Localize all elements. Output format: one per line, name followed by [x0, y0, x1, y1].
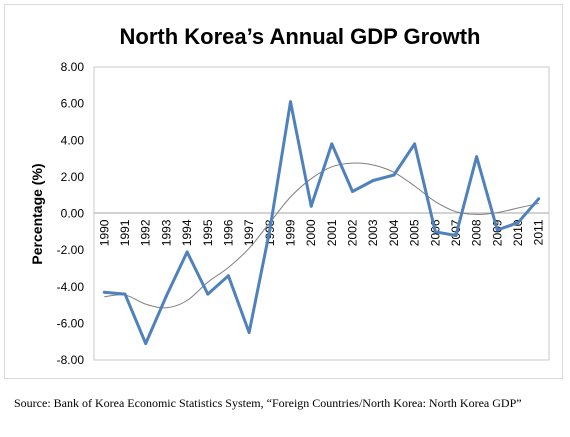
x-tick-label: 1990 — [97, 219, 111, 246]
data-point — [206, 292, 210, 296]
x-tick-labels: 1990 1991 1992 1993 1994 1995 1996 1997 1998 1999… — [97, 219, 545, 246]
data-point — [164, 294, 168, 298]
x-tick-label: 2001 — [325, 219, 339, 246]
data-point — [495, 228, 499, 232]
data-point — [144, 342, 148, 345]
x-tick-label: 2002 — [346, 219, 360, 246]
y-axis-label: Percentage (%) — [29, 163, 45, 264]
data-point — [247, 331, 251, 334]
x-tick-label: 2005 — [408, 219, 422, 246]
data-point — [454, 234, 458, 237]
data-point — [330, 142, 334, 146]
x-tick-label: 2004 — [387, 219, 401, 246]
data-point — [392, 173, 396, 177]
data-point — [475, 155, 479, 159]
data-point — [351, 190, 354, 193]
x-tick-label: 1999 — [283, 219, 297, 246]
y-tick-label: 0.00 — [61, 207, 85, 221]
data-point — [289, 100, 292, 104]
chart-title: North Korea’s Annual GDP Growth — [120, 24, 481, 49]
x-tick-label: 1994 — [180, 219, 194, 246]
data-point — [537, 197, 541, 201]
series-layer — [102, 100, 541, 345]
y-tick-label: 6.00 — [61, 97, 85, 111]
data-point — [123, 292, 127, 296]
gdp-growth-line — [104, 100, 540, 345]
x-tick-label: 1991 — [118, 219, 132, 246]
x-tick-label: 1992 — [139, 219, 153, 246]
x-tick-label: 1997 — [242, 219, 256, 246]
y-tick-label: 8.00 — [61, 60, 85, 74]
x-tick-label: 2003 — [366, 219, 380, 246]
x-tick-label: 2010 — [511, 219, 525, 246]
source-note: Source: Bank of Korea Economic Statistic… — [14, 396, 522, 410]
data-point — [516, 221, 520, 225]
data-point — [268, 228, 272, 232]
data-point — [371, 179, 375, 182]
y-tick-label: 4.00 — [61, 133, 85, 147]
x-tick-label: 1993 — [159, 219, 173, 246]
data-point — [185, 250, 189, 254]
y-tick-label: -8.00 — [57, 353, 85, 367]
x-tick-label: 2000 — [304, 219, 318, 246]
y-tick-label: -6.00 — [57, 316, 85, 330]
y-tick-label: -2.00 — [57, 243, 85, 257]
data-point — [102, 290, 106, 294]
x-tick-label: 1995 — [201, 219, 215, 246]
x-tick-label: 2011 — [532, 219, 546, 245]
data-point — [309, 204, 313, 208]
y-tick-label: -4.00 — [57, 280, 85, 294]
chart-svg: North Korea’s Annual GDP Growth Percenta… — [29, 24, 550, 367]
x-tick-label: 2009 — [490, 219, 504, 246]
data-point — [433, 230, 437, 234]
x-tick-label: 1996 — [221, 219, 235, 246]
y-tick-labels: 8.00 6.00 4.00 2.00 0.00 -2.00 -4.00 -6.00 -8.00 — [57, 60, 85, 367]
data-point — [413, 142, 417, 146]
y-tick-label: 2.00 — [61, 170, 85, 184]
data-point — [226, 274, 230, 278]
x-tick-label: 2008 — [470, 219, 484, 246]
